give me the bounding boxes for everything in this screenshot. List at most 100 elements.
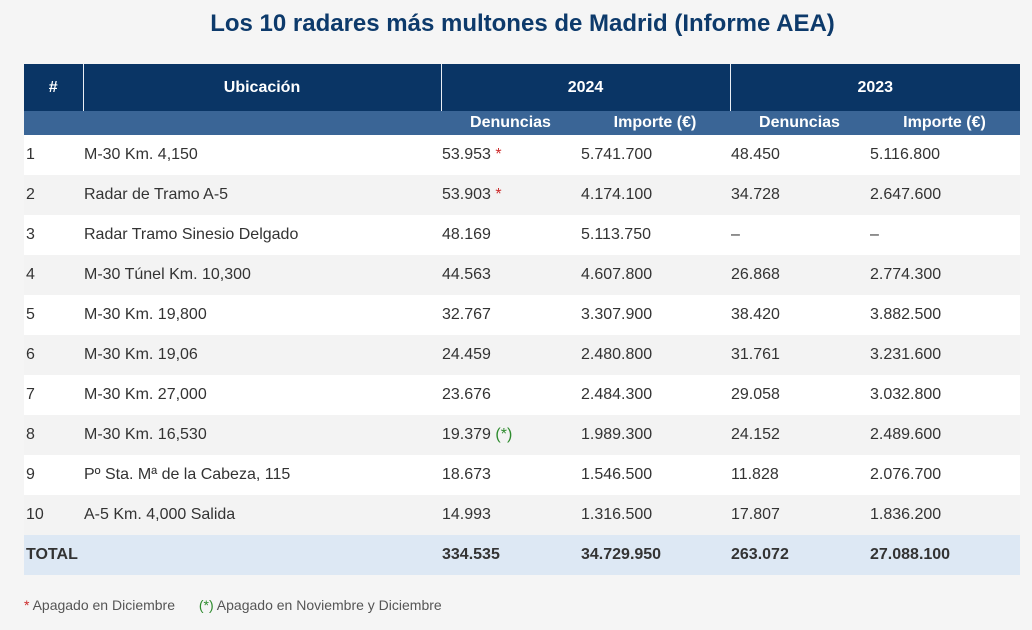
cell-importe-2024: 5.741.700	[580, 135, 730, 175]
cell-denuncias-2024-value: 19.379	[442, 426, 491, 443]
cell-denuncias-2024-value: 23.676	[442, 386, 491, 403]
total-denuncias-2024: 334.535	[441, 535, 580, 575]
cell-rank: 7	[24, 375, 83, 415]
cell-importe-2023: 2.076.700	[869, 455, 1020, 495]
cell-denuncias-2023: 24.152	[730, 415, 869, 455]
cell-importe-2023: 2.774.300	[869, 255, 1020, 295]
page-title: Los 10 radares más multones de Madrid (I…	[210, 10, 835, 37]
cell-importe-2024: 1.316.500	[580, 495, 730, 535]
table-row: 2 Radar de Tramo A-5 53.903 * 4.174.100 34.7…	[24, 175, 1020, 215]
cell-denuncias-2023: 29.058	[730, 375, 869, 415]
cell-importe-2024: 5.113.750	[580, 215, 730, 255]
table-row: 3 Radar Tramo Sinesio Delgado 48.169 5.113.…	[24, 215, 1020, 255]
cell-importe-2024: 1.989.300	[580, 415, 730, 455]
cell-importe-2024: 3.307.900	[580, 295, 730, 335]
cell-denuncias-2024-value: 44.563	[442, 266, 491, 283]
cell-denuncias-2024-value: 53.953	[442, 146, 491, 163]
cell-rank: 4	[24, 255, 83, 295]
cell-importe-2024: 1.546.500	[580, 455, 730, 495]
cell-denuncias-2024-value: 24.459	[442, 346, 491, 363]
table-body: 1 M-30 Km. 4,150 53.953 * 5.741.700 48.450 5.…	[24, 135, 1020, 535]
header-location: Ubicación	[83, 64, 442, 111]
cell-rank: 10	[24, 495, 83, 535]
table-subheader-row: Denuncias Importe (€) Denuncias Importe …	[24, 111, 1020, 135]
table-row: 9 Pº Sta. Mª de la Cabeza, 115 18.673 1.546…	[24, 455, 1020, 495]
cell-importe-2023: 1.836.200	[869, 495, 1020, 535]
cell-denuncias-2024: 32.767	[441, 295, 580, 335]
subheader-denuncias-2024: Denuncias	[441, 111, 580, 135]
table-row: 5 M-30 Km. 19,800 32.767 3.307.900 38.420 3.8…	[24, 295, 1020, 335]
table-row: 4 M-30 Túnel Km. 10,300 44.563 4.607.800 26.…	[24, 255, 1020, 295]
cell-denuncias-2024: 44.563	[441, 255, 580, 295]
subheader-importe-2023: Importe (€)	[869, 111, 1020, 135]
cell-location: M-30 Km. 4,150	[83, 135, 441, 175]
table-row: 10 A-5 Km. 4,000 Salida 14.993 1.316.500 17.…	[24, 495, 1020, 535]
cell-denuncias-2024: 23.676	[441, 375, 580, 415]
cell-location: Radar Tramo Sinesio Delgado	[83, 215, 441, 255]
subheader-empty	[83, 111, 441, 135]
cell-importe-2024: 2.480.800	[580, 335, 730, 375]
green-asterisk-mark: (*)	[495, 426, 513, 443]
cell-importe-2024: 4.174.100	[580, 175, 730, 215]
cell-importe-2023: 2.489.600	[869, 415, 1020, 455]
cell-importe-2023: –	[869, 215, 1020, 255]
red-asterisk-mark: *	[495, 146, 502, 163]
cell-denuncias-2024-value: 48.169	[442, 226, 491, 243]
cell-importe-2024: 2.484.300	[580, 375, 730, 415]
cell-denuncias-2024: 48.169	[441, 215, 580, 255]
cell-rank: 3	[24, 215, 83, 255]
header-year-2024: 2024	[441, 64, 731, 111]
cell-denuncias-2023: 26.868	[730, 255, 869, 295]
subheader-denuncias-2023: Denuncias	[730, 111, 869, 135]
subheader-empty	[24, 111, 83, 135]
cell-denuncias-2023: 31.761	[730, 335, 869, 375]
cell-denuncias-2024: 53.953 *	[441, 135, 580, 175]
cell-rank: 5	[24, 295, 83, 335]
total-denuncias-2023: 263.072	[730, 535, 869, 575]
cell-denuncias-2023: 48.450	[730, 135, 869, 175]
table-row: 1 M-30 Km. 4,150 53.953 * 5.741.700 48.450 5.…	[24, 135, 1020, 175]
footnote-green-text: Apagado en Noviembre y Diciembre	[216, 597, 442, 613]
cell-location: M-30 Km. 27,000	[83, 375, 441, 415]
footnotes: * Apagado en Diciembre (*) Apagado en No…	[24, 597, 462, 613]
cell-location: Radar de Tramo A-5	[83, 175, 441, 215]
cell-denuncias-2023: 34.728	[730, 175, 869, 215]
radars-table: # Ubicación 2024 2023 Denuncias Importe …	[24, 64, 1020, 575]
cell-denuncias-2024: 14.993	[441, 495, 580, 535]
cell-denuncias-2023: 17.807	[730, 495, 869, 535]
cell-denuncias-2023: 38.420	[730, 295, 869, 335]
cell-denuncias-2024: 18.673	[441, 455, 580, 495]
cell-denuncias-2024-value: 32.767	[442, 306, 491, 323]
cell-rank: 8	[24, 415, 83, 455]
cell-rank: 1	[24, 135, 83, 175]
cell-denuncias-2024-value: 14.993	[442, 506, 491, 523]
cell-denuncias-2023: 11.828	[730, 455, 869, 495]
table-row: 8 M-30 Km. 16,530 19.379 (*) 1.989.300 24.15…	[24, 415, 1020, 455]
cell-importe-2023: 5.116.800	[869, 135, 1020, 175]
header-year-2023: 2023	[730, 64, 1020, 111]
cell-importe-2023: 3.231.600	[869, 335, 1020, 375]
table-row: 6 M-30 Km. 19,06 24.459 2.480.800 31.761 3.23…	[24, 335, 1020, 375]
cell-rank: 2	[24, 175, 83, 215]
cell-location: A-5 Km. 4,000 Salida	[83, 495, 441, 535]
table-header-row: # Ubicación 2024 2023	[24, 64, 1020, 111]
cell-denuncias-2024-value: 53.903	[442, 186, 491, 203]
cell-importe-2023: 2.647.600	[869, 175, 1020, 215]
total-importe-2023: 27.088.100	[869, 535, 1020, 575]
cell-location: M-30 Túnel Km. 10,300	[83, 255, 441, 295]
cell-rank: 9	[24, 455, 83, 495]
cell-denuncias-2024: 53.903 *	[441, 175, 580, 215]
total-row: TOTAL 334.535 34.729.950 263.072 27.088.…	[24, 535, 1020, 575]
red-asterisk-mark: *	[24, 597, 30, 613]
footnote-green: (*) Apagado en Noviembre y Diciembre	[199, 597, 442, 613]
header-rank: #	[24, 64, 84, 111]
cell-importe-2024: 4.607.800	[580, 255, 730, 295]
footnote-red: * Apagado en Diciembre	[24, 597, 175, 613]
green-asterisk-mark: (*)	[198, 597, 214, 613]
cell-denuncias-2024: 19.379 (*)	[441, 415, 580, 455]
cell-location: M-30 Km. 16,530	[83, 415, 441, 455]
subheader-importe-2024: Importe (€)	[580, 111, 730, 135]
cell-denuncias-2024: 24.459	[441, 335, 580, 375]
total-label: TOTAL	[24, 535, 441, 575]
table-row: 7 M-30 Km. 27,000 23.676 2.484.300 29.058 3.0…	[24, 375, 1020, 415]
